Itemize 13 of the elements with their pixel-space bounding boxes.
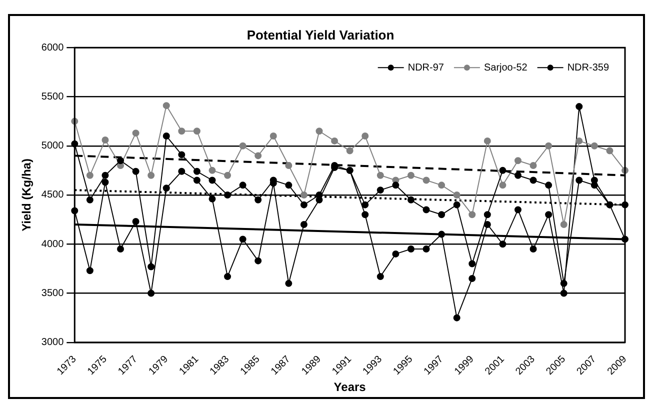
y-tick-label: 4500 (41, 190, 64, 201)
y-tick-label: 6000 (41, 42, 64, 54)
chart-title: Potential Yield Variation (246, 27, 394, 42)
y-tick-label: 4000 (41, 238, 64, 250)
legend-label: NDR-359 (567, 62, 610, 74)
y-tick-label: 5500 (41, 91, 64, 102)
x-axis-title: Years (334, 380, 366, 394)
y-tick-label: 5000 (41, 140, 64, 152)
y-tick-label: 3000 (41, 337, 64, 348)
y-axis-title: Yield (Kg/ha) (20, 158, 34, 232)
legend-label: Sarjoo-52 (484, 62, 528, 74)
legend-label: NDR-97 (408, 62, 444, 74)
y-tick-label: 3500 (41, 288, 64, 300)
